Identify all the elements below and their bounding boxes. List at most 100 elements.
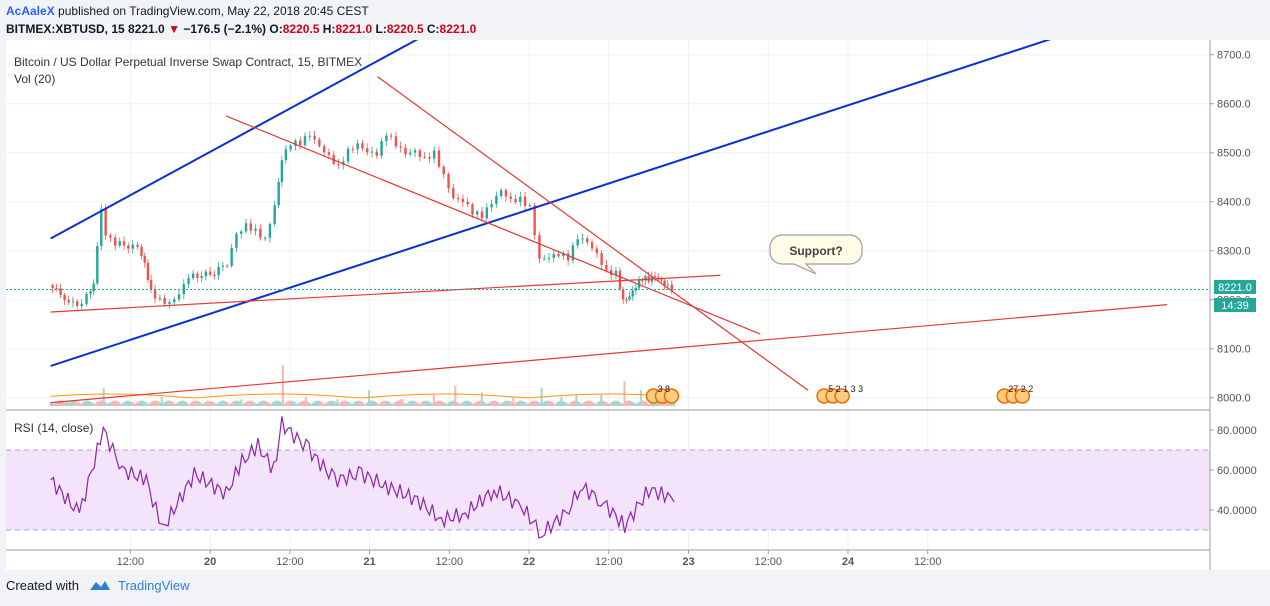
vol-label: Vol (20) <box>14 72 55 86</box>
event-flag-icon <box>663 388 680 404</box>
chart-area[interactable]: 3 85 2 1 3 327 2 2 8000.08100.08200.0830… <box>6 36 1270 570</box>
volume-bar <box>129 401 132 406</box>
down-arrow-icon: ▼ <box>168 22 180 36</box>
chart-header: AcAaleX published on TradingView.com, Ma… <box>0 0 1270 40</box>
volume-bar <box>311 402 314 406</box>
symbol-line: BITMEX:XBTUSD, 15 8221.0 ▼ −176.5 (−2.1%… <box>6 22 476 36</box>
volume-bar <box>336 399 339 406</box>
candle-body <box>59 288 62 295</box>
chart-svg[interactable]: 3 85 2 1 3 327 2 2 8000.08100.08200.0830… <box>6 36 1270 570</box>
volume-bar <box>603 401 606 406</box>
volume-bar <box>101 400 104 406</box>
volume-bar <box>154 400 157 406</box>
volume-bar <box>220 400 223 406</box>
volume-bar <box>525 403 528 406</box>
volume-bar <box>334 402 337 406</box>
volume-bar <box>127 400 130 406</box>
rsi-tick-label: 80.0000 <box>1217 425 1257 437</box>
volume-bar <box>179 401 182 406</box>
volume-bar <box>77 402 80 406</box>
volume-bar <box>368 390 371 406</box>
volume-bar <box>230 402 233 406</box>
volume-bar <box>558 400 561 406</box>
change-value: −176.5 (−2.1%) <box>183 22 267 36</box>
volume-bar <box>552 402 555 406</box>
volume-bar <box>212 401 215 406</box>
volume-bar <box>182 400 185 406</box>
candle-body <box>146 262 150 280</box>
volume-bar <box>82 401 85 406</box>
volume-bar <box>240 399 243 406</box>
volume-bar <box>504 401 507 406</box>
candle-body <box>538 235 541 259</box>
tradingview-link[interactable]: TradingView <box>118 578 190 593</box>
volume-bar <box>208 401 211 406</box>
volume-bar <box>409 400 412 406</box>
volume-bar <box>251 401 254 406</box>
candle-body <box>666 284 670 286</box>
price-tick-label: 8000.0 <box>1217 393 1251 405</box>
candle-body <box>480 211 484 219</box>
volume-bar <box>560 397 563 406</box>
volume-bar <box>455 401 458 406</box>
volume-bar <box>608 403 611 406</box>
candle-body <box>153 289 157 299</box>
candle-body <box>437 150 441 167</box>
candle-body <box>495 196 498 205</box>
candle-body <box>404 147 407 155</box>
candle-body <box>204 271 208 277</box>
event-flag-icon <box>1014 388 1031 404</box>
candle-body <box>51 285 54 289</box>
volume-bar <box>397 400 400 406</box>
candle-body <box>173 299 176 303</box>
volume-bar <box>411 400 414 406</box>
candle-body <box>485 207 489 219</box>
volume-bar <box>200 403 203 406</box>
volume-bar <box>97 401 100 406</box>
volume-bar <box>358 400 361 406</box>
volume-bar <box>465 400 468 406</box>
volume-bar <box>573 400 576 406</box>
support-callout[interactable]: Support? <box>769 234 863 275</box>
volume-bar <box>61 400 64 406</box>
volume-bar <box>192 401 195 406</box>
price-tick-label: 8300.0 <box>1217 246 1251 258</box>
candle-body <box>85 293 88 304</box>
rsi-tick-label: 60.0000 <box>1217 465 1257 477</box>
volume-bar <box>333 401 336 406</box>
volume-bar <box>447 402 450 406</box>
volume-bar <box>460 402 463 406</box>
volume-bar <box>618 401 621 406</box>
candle-body <box>499 190 503 197</box>
volume-bar <box>517 401 520 406</box>
price-tag-bg <box>1214 280 1256 294</box>
volume-bar <box>303 400 306 406</box>
volume-bar <box>416 402 419 406</box>
volume-bar <box>442 402 445 406</box>
volume-bar <box>553 404 556 406</box>
volume-bar <box>72 400 75 406</box>
candle-body <box>254 228 257 231</box>
volume-bar <box>548 400 551 406</box>
volume-bar <box>318 400 321 406</box>
volume-bar <box>449 401 452 406</box>
author-link[interactable]: AcAaleX <box>6 4 55 18</box>
candle-body <box>273 205 276 224</box>
candle-body <box>89 291 92 294</box>
volume-bar <box>587 400 590 406</box>
volume-bar <box>583 401 586 406</box>
volume-bar <box>384 400 387 406</box>
volume-bar <box>462 401 465 406</box>
trendlines-layer[interactable] <box>50 36 1167 404</box>
volume-bar <box>527 403 530 406</box>
volume-bar <box>207 400 210 406</box>
volume-bar <box>250 400 253 406</box>
volume-bar <box>326 401 329 406</box>
candle-body <box>394 136 398 147</box>
volume-bar <box>157 401 160 406</box>
candle-body <box>303 136 307 145</box>
volume-bar <box>190 402 193 406</box>
volume-bar <box>610 402 613 406</box>
candle-body <box>576 239 579 246</box>
volume-bar <box>177 402 180 406</box>
